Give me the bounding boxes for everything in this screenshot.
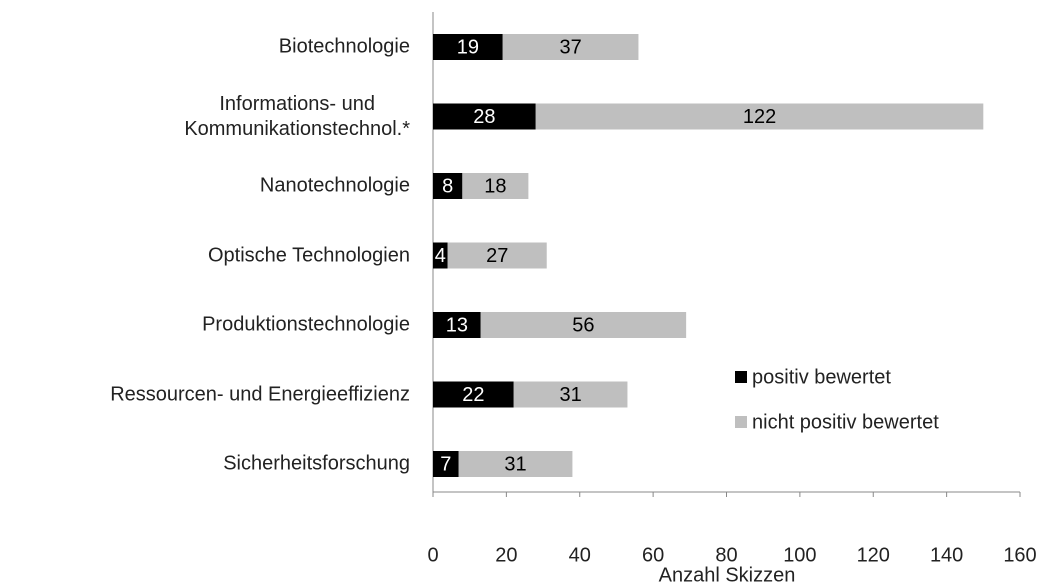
data-label: 31: [504, 453, 526, 475]
category-label: Optische Technologien: [208, 244, 410, 266]
legend-swatch: [735, 416, 747, 428]
bar-segment: [433, 173, 463, 199]
category-label: Sicherheitsforschung: [223, 452, 410, 475]
data-label: 56: [572, 314, 594, 336]
bar-segment: [433, 312, 481, 338]
category-label: Informations- und Kommunikationstechnol.…: [184, 92, 410, 140]
bar-segment: [433, 103, 536, 130]
x-tick-label: 20: [495, 544, 517, 566]
bar-segment: [535, 103, 984, 130]
x-tick-label: 40: [569, 544, 591, 566]
x-axis-title: Anzahl Skizzen: [659, 564, 796, 586]
bar-segment: [433, 381, 514, 408]
category-label: Produktionstechnologie: [202, 313, 410, 336]
bar-segment: [433, 34, 503, 60]
category-label: Nanotechnologie: [259, 174, 410, 197]
x-tick-label: 0: [427, 544, 438, 566]
data-label: 8: [442, 175, 453, 197]
data-label: 22: [462, 384, 484, 406]
bar-segment: [513, 381, 628, 408]
x-tick-label: 140: [930, 544, 963, 566]
data-label: 27: [486, 245, 508, 267]
bar-segment: [433, 451, 459, 477]
data-label: 37: [559, 36, 581, 58]
x-tick-label: 60: [642, 544, 664, 566]
data-label: 18: [484, 175, 506, 197]
legend-label: positiv bewertet: [752, 366, 891, 388]
bar-segment: [502, 34, 639, 60]
data-label: 31: [559, 384, 581, 406]
data-label: 19: [457, 36, 479, 58]
x-tick-label: 120: [857, 544, 890, 566]
data-label: 122: [743, 106, 776, 128]
x-tick-label: 80: [715, 544, 737, 566]
bar-segment: [458, 451, 573, 477]
category-label: Ressourcen- und Energieeffizienz: [110, 383, 410, 405]
bar-segment: [480, 312, 687, 338]
data-label: 4: [435, 245, 446, 267]
x-tick-label: 100: [783, 544, 816, 566]
data-label: 13: [446, 314, 468, 336]
data-label: 7: [440, 453, 451, 475]
bar-segment: [447, 242, 547, 269]
data-label: 28: [473, 106, 495, 128]
category-label: Biotechnologie: [278, 35, 410, 58]
legend-label: nicht positiv bewertet: [752, 411, 939, 433]
bar-segment: [462, 173, 529, 199]
legend-swatch: [735, 371, 747, 383]
x-tick-label: 160: [1003, 544, 1036, 566]
bar-segment: [433, 242, 448, 269]
